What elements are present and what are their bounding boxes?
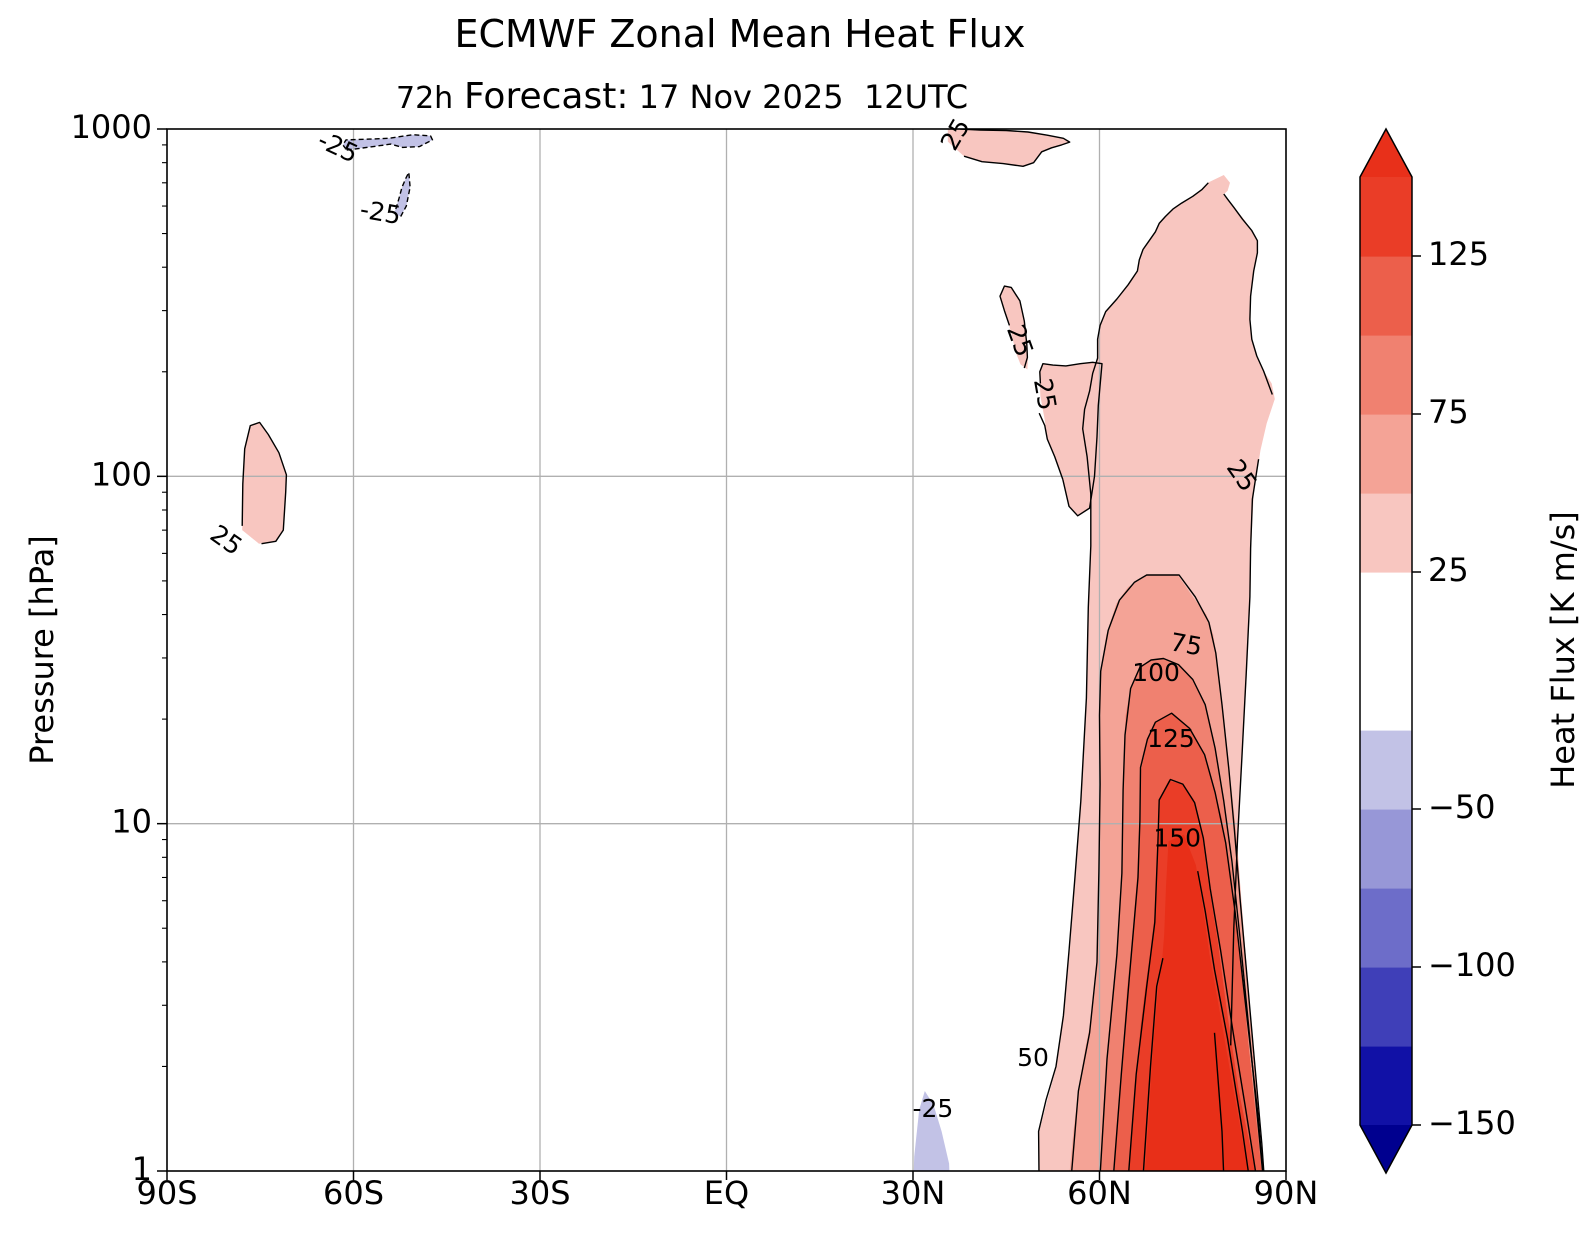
x-tick-label: 60N (1067, 1174, 1132, 1212)
contour-label-3: 75 (1168, 627, 1204, 661)
contour-line-75-4 (1099, 657, 1264, 1171)
contour-fill--25-12 (913, 1091, 950, 1171)
colorbar-band--100 (1360, 888, 1412, 968)
colorbar-band-0 (1360, 572, 1412, 652)
contour-lines (241, 129, 1273, 1171)
chart-title: ECMWF Zonal Mean Heat Flux (454, 12, 1026, 56)
contour-line-25-9 (1230, 459, 1260, 1046)
y-tick-label: 1 (132, 1150, 152, 1188)
y-tick-label: 1000 (71, 108, 152, 146)
contour-fill--25-10 (342, 134, 433, 150)
contour-label-2: 100 (1132, 658, 1180, 687)
colorbar-tick-label: −150 (1428, 1104, 1516, 1142)
colorbar-tick-label: 125 (1428, 235, 1489, 273)
contour-line-25-14 (960, 129, 1071, 168)
colorbar-band-50 (1360, 414, 1412, 494)
grid-lines (167, 129, 1286, 1171)
contour-line--25-15 (342, 133, 434, 151)
contour-fill-150-5 (1144, 834, 1249, 1171)
colorbar-band-25 (1360, 493, 1412, 573)
x-tick-label: 30S (509, 1174, 570, 1212)
contour-line-125-2 (1128, 778, 1257, 1171)
contour-line-25-8 (1213, 1032, 1225, 1171)
subtitle-date: 17 Nov 2025 12UTC (628, 78, 969, 116)
contour-line-25-6 (1223, 193, 1273, 395)
subtitle-lead: 72h (396, 81, 454, 116)
colorbar-band--150 (1360, 1046, 1412, 1126)
contour-fill-25-6 (242, 422, 287, 544)
y-tick-label: 10 (111, 803, 152, 841)
chart-subtitle: 72h Forecast: 17 Nov 2025 12UTC (396, 76, 968, 117)
contour-line-25-7 (1037, 182, 1209, 1171)
subtitle-forecast: Forecast: (464, 76, 629, 117)
contour-label-5: -25 (912, 1094, 953, 1123)
colorbar-extend-bottom (1360, 1125, 1412, 1173)
y-tick-label: 100 (91, 455, 152, 493)
x-axis-ticks: 90S 60S 30S EQ 30N 60N 90N (136, 1171, 1318, 1212)
contour-label-4: 50 (1017, 1043, 1049, 1072)
colorbar-band-100 (1360, 256, 1412, 336)
x-tick-label: EQ (704, 1174, 749, 1212)
contour-fill-25-9 (947, 129, 1070, 167)
contour-label-11: -25 (358, 194, 403, 230)
x-tick-label: 90S (136, 1174, 197, 1212)
contour-line-150-1 (1197, 870, 1249, 1171)
y-axis-label: Pressure [hPa] (23, 535, 61, 765)
contour-label-1: 125 (1147, 724, 1195, 753)
colorbar-extend-top (1360, 129, 1412, 177)
colorbar-tick-label: −50 (1428, 788, 1496, 826)
contour-label-8: 25 (1028, 376, 1062, 412)
x-tick-label: 30N (881, 1174, 946, 1212)
contour-line--25-16 (394, 171, 411, 217)
colorbar-band--125 (1360, 967, 1412, 1047)
contour-line-25-11 (1039, 361, 1103, 517)
colorbar-tick-label: −100 (1428, 946, 1516, 984)
contour-line-150-0 (1142, 958, 1164, 1171)
y-axis-ticks: 1 10 100 1000 (71, 108, 167, 1188)
contour-line-25-10 (241, 421, 288, 545)
contour-line-25-13 (999, 285, 1029, 369)
colorbar: −150 −100 −50 25 75 125 (1359, 127, 1516, 1175)
colorbar-tick-label: 75 (1428, 393, 1469, 431)
contour-label-0: 150 (1153, 824, 1201, 853)
colorbar-band--50 (1360, 730, 1412, 810)
x-tick-label: 90N (1254, 1174, 1319, 1212)
colorbar-tick-label: 25 (1428, 551, 1469, 589)
colorbar-band--75 (1360, 809, 1412, 889)
contour-line-25-12 (1038, 412, 1064, 480)
contour-line-50-5 (1071, 574, 1265, 1171)
colorbar-label: Heat Flux [K m/s] (1544, 511, 1582, 789)
colorbar-band--25 (1360, 651, 1412, 731)
x-tick-label: 60S (323, 1174, 384, 1212)
contour-line-100-3 (1113, 712, 1264, 1171)
colorbar-band-125 (1360, 177, 1412, 257)
colorbar-band-75 (1360, 335, 1412, 415)
